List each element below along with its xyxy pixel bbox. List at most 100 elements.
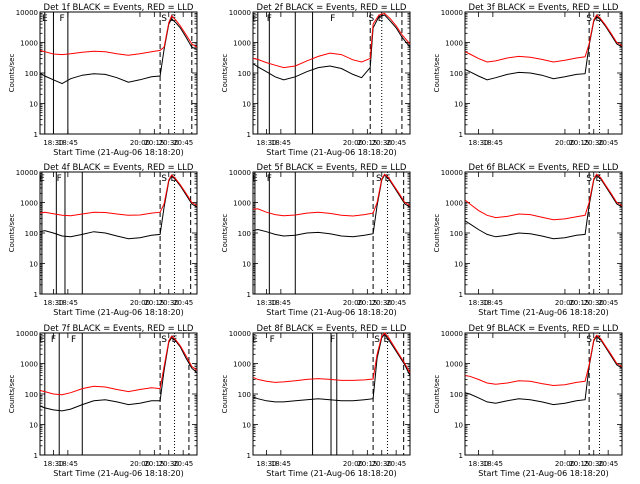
interval-label: S <box>586 14 592 24</box>
y-tick-label: 100 <box>25 70 38 78</box>
interval-label: F <box>330 14 335 24</box>
x-tick-label: 18:30 <box>468 139 488 147</box>
y-tick-label: 100 <box>450 230 463 238</box>
plot-frame <box>464 332 623 456</box>
plot-frame <box>39 171 198 295</box>
interval-label: S <box>161 174 167 184</box>
x-tick-label: 20:00 <box>343 460 363 468</box>
y-tick-label: 1 <box>247 291 251 299</box>
y-tick-label: 10000 <box>229 9 251 17</box>
y-tick-label: 10 <box>29 261 38 269</box>
interval-label: F <box>330 335 335 345</box>
y-tick-label: 10 <box>454 261 463 269</box>
series-line-lld <box>40 174 198 217</box>
x-tick-label: 20:45 <box>386 299 406 307</box>
x-tick-label: 20:30 <box>159 299 179 307</box>
y-tick-label: 100 <box>450 70 463 78</box>
interval-label: F <box>60 14 65 24</box>
x-tick-label: 20:45 <box>598 299 618 307</box>
x-tick-label: 20:15 <box>569 460 589 468</box>
series-line-events <box>464 15 623 81</box>
y-tick-label: 1 <box>34 291 38 299</box>
x-tick-label: 18:30 <box>43 460 63 468</box>
y-tick-label: 10 <box>242 101 251 109</box>
x-axis-label: Start Time (21-Aug-06 18:18:20) <box>478 308 609 317</box>
y-axis-label: Counts/sec <box>8 54 16 93</box>
x-tick-label: 18:45 <box>58 299 78 307</box>
panel-det-6: Det 6f BLACK = Events, RED = LLD 1 10 100 10… <box>433 163 623 317</box>
interval-label: F <box>267 174 272 184</box>
panel-det-3: Det 3f BLACK = Events, RED = LLD 1 10 100 10… <box>433 3 623 147</box>
x-tick-label: 20:30 <box>372 460 392 468</box>
x-tick-label: 20:45 <box>173 460 193 468</box>
x-tick-label: 18:45 <box>58 139 78 147</box>
panel-det-9: Det 9f BLACK = Events, RED = LLD 1 10 100 10… <box>433 324 623 478</box>
y-tick-label: 100 <box>238 70 251 78</box>
y-tick-label: 10000 <box>441 169 463 177</box>
panel-title: Det 2f BLACK = Events, RED = LLD <box>257 3 407 13</box>
interval-label: S <box>586 335 592 345</box>
panel-title: Det 9f BLACK = Events, RED = LLD <box>469 324 619 334</box>
series-line-lld <box>465 334 623 387</box>
y-tick-label: 10 <box>242 261 251 269</box>
x-tick-label: 18:45 <box>271 139 291 147</box>
x-tick-label: 20:00 <box>555 299 575 307</box>
panel-title: Det 8f BLACK = Events, RED = LLD <box>257 324 407 334</box>
y-tick-label: 1000 <box>233 40 251 48</box>
interval-label: F <box>57 174 62 184</box>
series-line-lld <box>40 14 198 56</box>
y-tick-label: 1 <box>459 452 463 460</box>
x-tick-label: 18:30 <box>43 299 63 307</box>
y-tick-label: 1 <box>459 291 463 299</box>
y-tick-label: 1 <box>247 131 251 139</box>
x-tick-label: 18:30 <box>256 139 276 147</box>
x-tick-label: 20:15 <box>357 299 377 307</box>
y-tick-label: 1000 <box>233 361 251 369</box>
x-axis-label: Start Time (21-Aug-06 18:18:20) <box>53 308 184 317</box>
x-tick-label: 20:30 <box>372 299 392 307</box>
y-axis-label: Counts/sec <box>221 54 229 93</box>
panel-det-2: Det 2f BLACK = Events, RED = LLD 1 10 100 10… <box>221 3 411 157</box>
interval-label: S <box>161 14 167 24</box>
x-tick-label: 20:45 <box>173 299 193 307</box>
y-tick-label: 100 <box>25 230 38 238</box>
interval-label: S <box>369 14 375 24</box>
series-line-lld <box>253 12 411 69</box>
plot-frame <box>464 171 623 295</box>
interval-label: F <box>270 335 275 345</box>
x-tick-label: 18:30 <box>43 139 63 147</box>
x-tick-label: 20:30 <box>584 139 604 147</box>
y-axis-label: Counts/sec <box>221 214 229 253</box>
series-line-events <box>253 333 411 403</box>
y-tick-label: 10000 <box>16 169 38 177</box>
x-tick-label: 18:30 <box>468 299 488 307</box>
x-tick-label: 20:30 <box>372 139 392 147</box>
y-tick-label: 100 <box>238 230 251 238</box>
interval-label: F <box>267 14 272 24</box>
y-tick-label: 1000 <box>445 40 463 48</box>
panel-title: Det 1f BLACK = Events, RED = LLD <box>44 3 194 13</box>
y-tick-label: 10000 <box>441 330 463 338</box>
y-tick-label: 1 <box>247 452 251 460</box>
interval-label: E <box>171 14 177 24</box>
y-tick-label: 100 <box>450 391 463 399</box>
panel-title: Det 3f BLACK = Events, RED = LLD <box>469 3 619 13</box>
series-line-lld <box>253 332 411 383</box>
x-tick-label: 18:30 <box>468 460 488 468</box>
x-tick-label: 20:15 <box>144 460 164 468</box>
x-tick-label: 18:30 <box>256 299 276 307</box>
x-tick-label: 20:15 <box>357 460 377 468</box>
series-line-events <box>465 335 623 406</box>
x-tick-label: 20:00 <box>130 299 150 307</box>
interval-label: S <box>376 174 382 184</box>
series-line-lld <box>253 173 411 217</box>
plot-frame <box>252 171 411 295</box>
x-tick-label: 20:00 <box>130 460 150 468</box>
x-tick-label: 18:45 <box>483 299 503 307</box>
x-tick-label: 18:30 <box>256 460 276 468</box>
y-tick-label: 10 <box>29 101 38 109</box>
x-tick-label: 20:30 <box>584 460 604 468</box>
x-tick-label: 20:15 <box>569 299 589 307</box>
